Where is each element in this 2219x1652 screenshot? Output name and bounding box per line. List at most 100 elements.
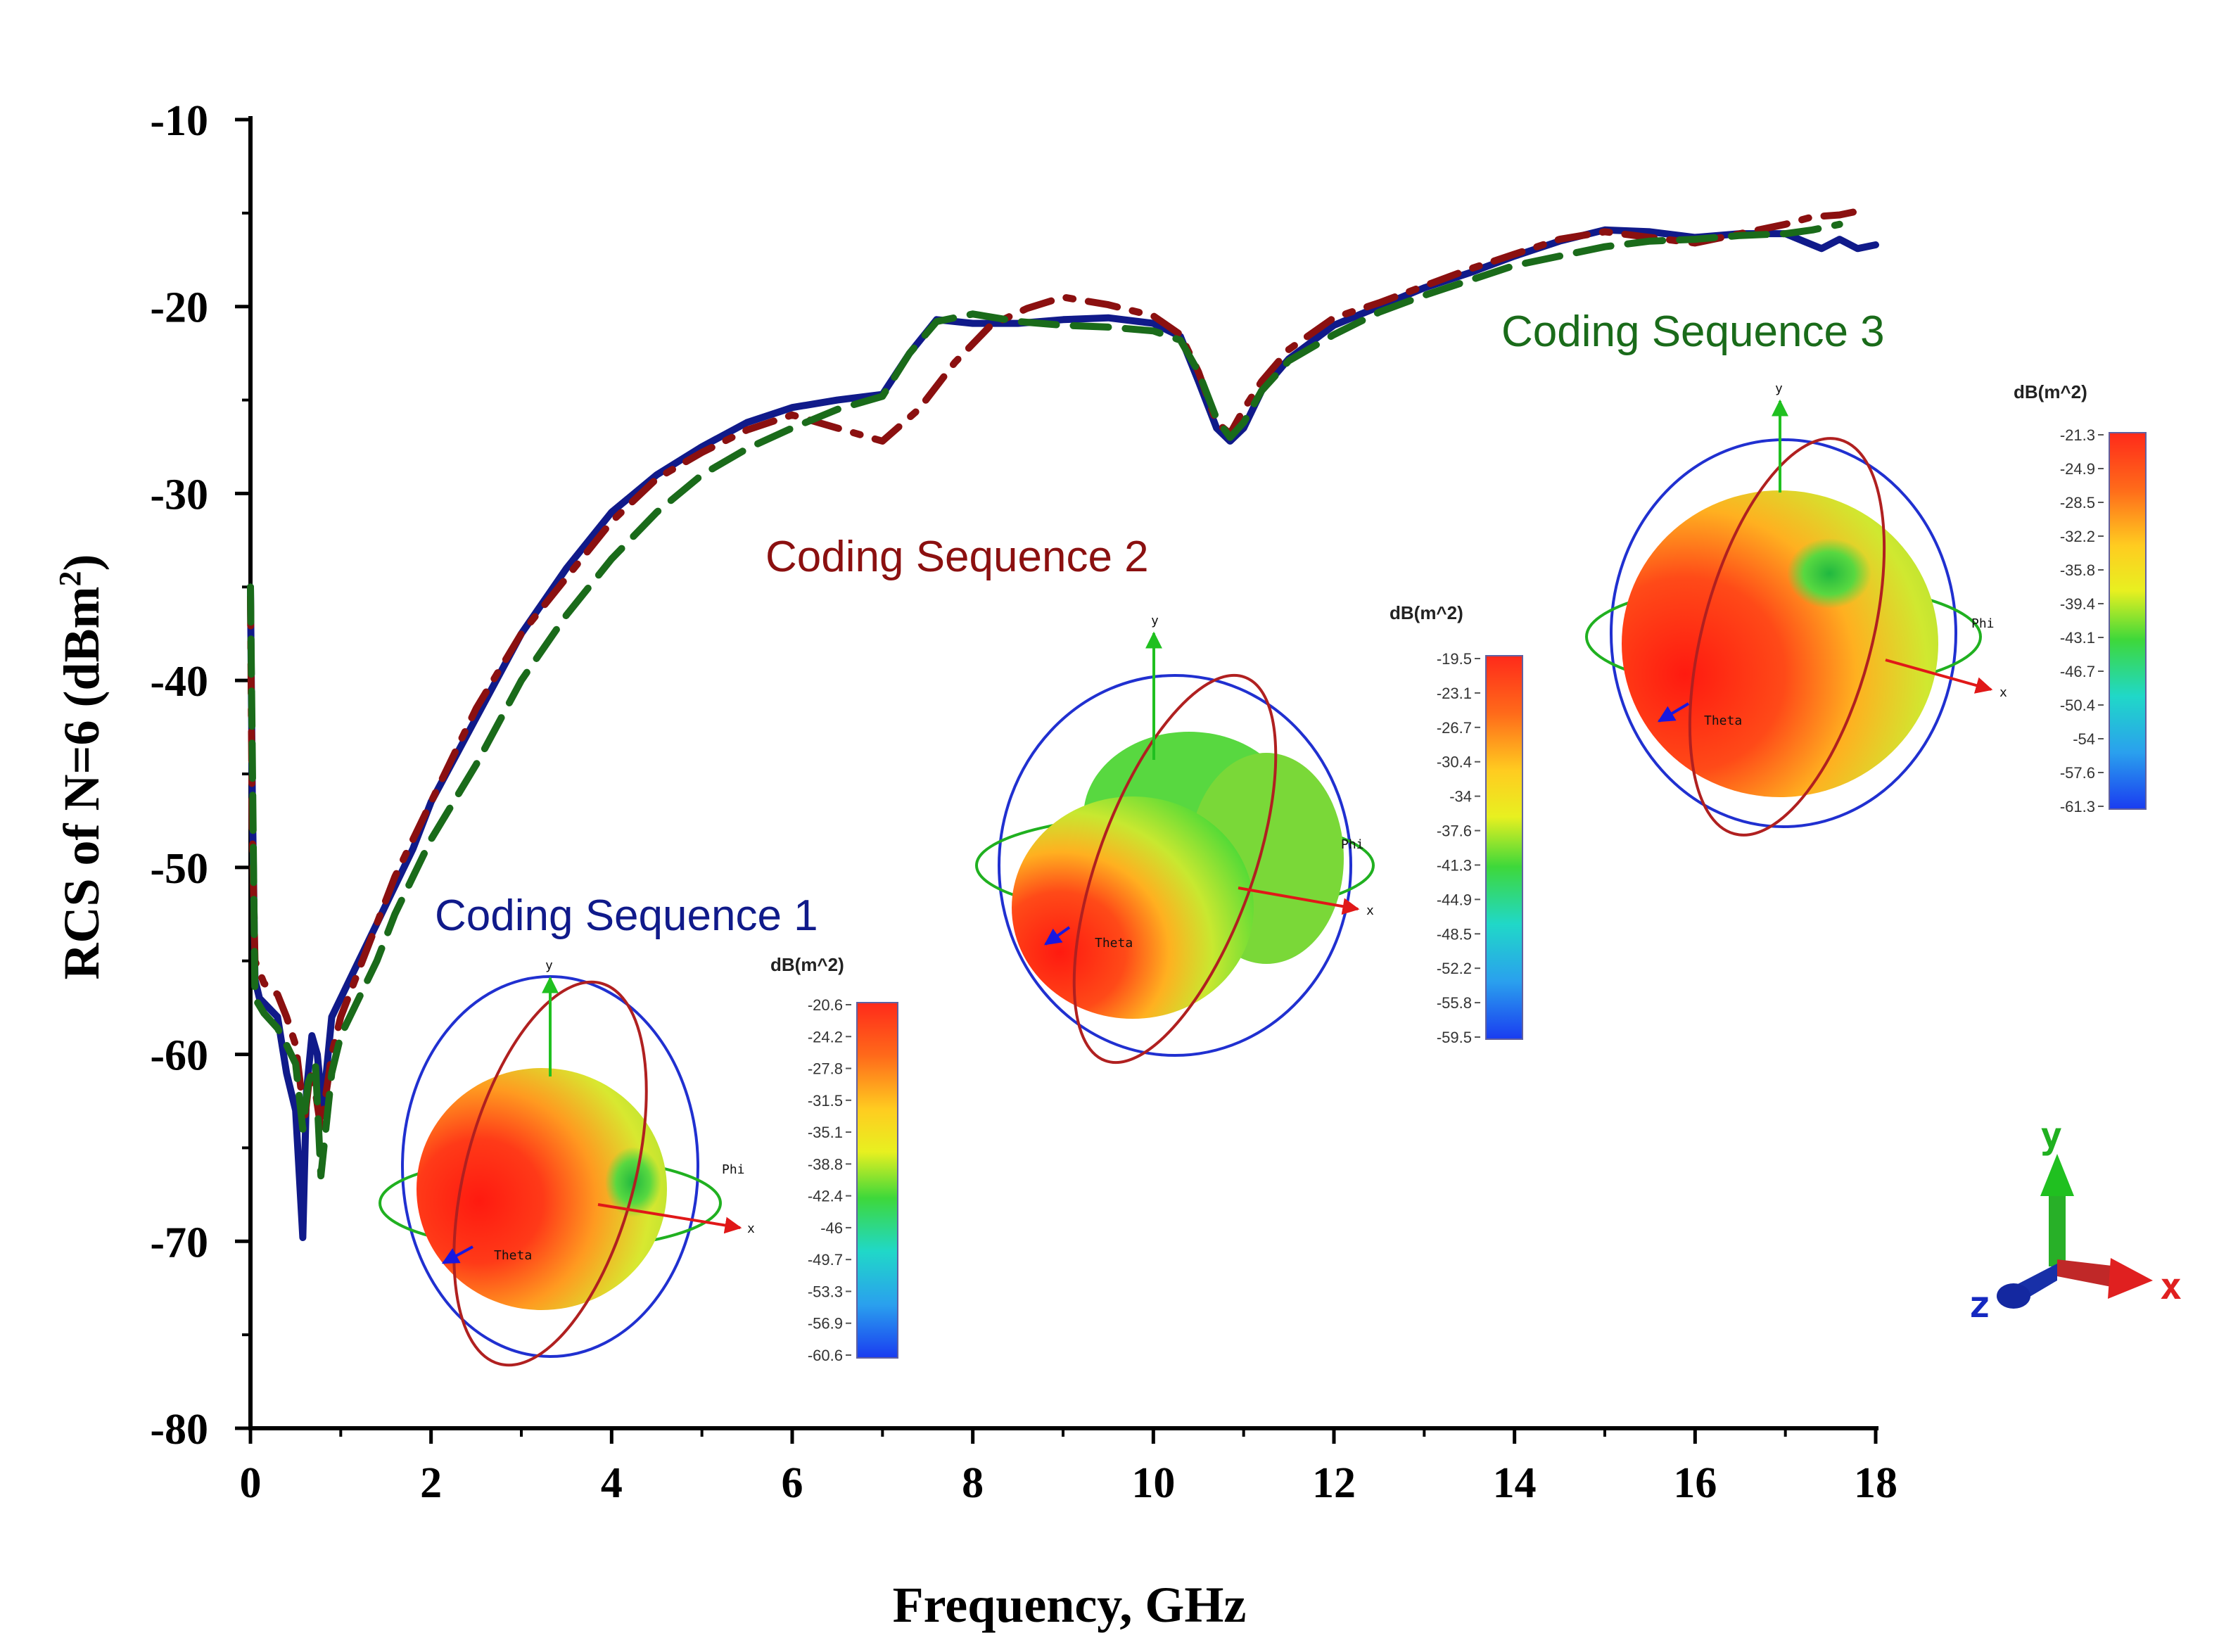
z-axis-arrow [1657,702,1690,723]
triad-x-label: x [2160,1266,2182,1308]
phi-word: Phi [722,1162,745,1177]
phi-word: Phi [1971,616,1995,631]
y-tick-label: -20 [150,284,208,332]
x-axis-arrow [597,1203,742,1234]
colorbar-tick-label: -55.8 [1437,994,1472,1012]
triad-z-head [1997,1283,2030,1309]
colorbar-title: dB(m^2) [770,954,844,975]
x-axis-arrow [1238,887,1360,915]
colorbar-tick-label: -48.5 [1437,925,1472,943]
x-tick-label: 8 [962,1459,984,1507]
y-axis-word: y [1775,381,1783,396]
x-axis-word: x [1999,685,2007,700]
colorbar-tick-label: -24.9 [2060,460,2095,478]
y-axis-word: y [545,958,553,973]
colorbar-tick-label: -35.8 [2060,561,2095,579]
y-tick-label: -10 [150,97,208,145]
y-tick-label: -30 [150,471,208,519]
colorbar-tick-label: -43.1 [2060,629,2095,647]
x-axis-arrow [1885,659,1993,694]
colorbar-tick-label: -32.2 [2060,528,2095,545]
colorbar-tick-label: -54 [2073,730,2095,748]
pattern-lobe [417,1068,667,1310]
x-tick-label: 14 [1493,1459,1537,1507]
red-ring [452,980,648,1367]
colorbar-tick-label: -53.3 [808,1283,843,1300]
y-tick-label: -40 [150,658,208,706]
red-ring [1072,673,1278,1065]
pattern-lobe [1622,490,1938,797]
axis-ticks [235,117,1878,1444]
colorbar-tick-label: -46 [820,1219,843,1237]
colorbar-tick-label: -21.3 [2060,426,2095,444]
colorbar-gradient [1485,655,1523,1040]
colorbar-tick-label: -31.5 [808,1092,843,1110]
pattern-3d-sequence-1: y x Phi Theta [379,958,755,1367]
z-axis-arrow [1044,926,1071,946]
colorbar-tick-label: -38.8 [808,1155,843,1173]
colorbar-gradient [2109,432,2147,810]
triad-x-shaft [2057,1259,2118,1288]
colorbar-ticks: -21.3 -24.9 -28.5 -32.2 -35.8 -39.4 -43.1 -46.7… [2060,426,2104,815]
colorbar-gradient [856,1002,898,1359]
x-tick-label: 10 [1131,1459,1175,1507]
colorbar-tick-label: -34 [1449,788,1472,806]
colorbar-tick-label: -42.4 [808,1188,843,1205]
x-tick-label: 2 [420,1459,442,1507]
y-axis-title-main: RCS of N=6 (dBm [53,586,110,979]
x-axis-word: x [1366,903,1374,918]
pattern-main-lobe [1012,796,1254,1019]
pattern-3d-sequence-2: y x Phi Theta [975,614,1375,1065]
colorbar-tick-label: -59.5 [1437,1029,1472,1046]
colorbar-ticks: -19.5 -23.1 -26.7 -30.4 -34 -37.6 -41.3 -44.9 -4… [1437,650,1480,1046]
colorbar-ticks: -20.6 -24.2 -27.8 -31.5 -35.1 -38.8 -42.4 -46 -4… [808,996,851,1364]
colorbar-tick-label: -60.6 [808,1347,843,1364]
green-spot [1787,538,1871,609]
x-tick-label: 12 [1312,1459,1356,1507]
triad-y-head [2040,1154,2074,1196]
z-axis-arrow [441,1245,473,1264]
y-tick-label: -60 [150,1032,208,1080]
x-tick-label: 18 [1854,1459,1897,1507]
green-spot [605,1147,661,1217]
colorbar-tick-label: -19.5 [1437,650,1472,668]
series-line-coding-sequence-3 [247,220,1843,1180]
triad-x-head [2108,1258,2153,1299]
theta-word: Theta [1095,936,1133,951]
theta-word: Theta [1704,713,1742,728]
colorbar-sequence-2: dB(m^2) -19.5 -23.1 -26.7 -30.4 -34 -37.6 -41.… [1390,602,1523,1046]
colorbar-tick-label: -23.1 [1437,685,1472,702]
colorbar-title: dB(m^2) [2014,381,2087,402]
label-coding-sequence-2: Coding Sequence 2 [765,533,1149,581]
x-tick-label: 4 [601,1459,623,1507]
y-tick-label: -50 [150,845,208,893]
colorbar-tick-label: -50.4 [2060,697,2095,714]
colorbar-sequence-1: dB(m^2) -20.6 -24.2 -27.8 -31.5 -35.1 -38.8 -4… [770,954,898,1364]
colorbar-tick-label: -56.9 [808,1315,843,1333]
colorbar-tick-label: -41.3 [1437,856,1472,874]
colorbar-tick-label: -49.7 [808,1251,843,1269]
y-axis-title: RCS of N=6 (dBm2) [53,554,110,979]
blue-ring [1610,438,1957,828]
phi-word: Phi [1341,837,1364,852]
colorbar-tick-label: -57.6 [2060,764,2095,782]
colorbar-tick-label: -26.7 [1437,719,1472,737]
blue-ring [998,674,1352,1057]
colorbar-tick-label: -35.1 [808,1124,843,1141]
x-tick-label: 6 [782,1459,803,1507]
colorbar-tick-label: -52.2 [1437,960,1472,977]
colorbar-tick-label: -61.3 [2060,798,2095,815]
colorbar-tick-label: -30.4 [1437,754,1472,771]
theta-word: Theta [494,1248,532,1263]
triad-y-shaft [2049,1189,2066,1266]
red-ring [1688,437,1886,837]
colorbar-tick-label: -28.5 [2060,494,2095,512]
colorbar-title: dB(m^2) [1390,602,1463,623]
colorbar-tick-label: -44.9 [1437,891,1472,908]
colorbar-tick-label: -46.7 [2060,663,2095,680]
colorbar-tick-label: -27.8 [808,1060,843,1078]
x-axis-title: Frequency, GHz [893,1577,1247,1633]
coordinate-triad: y x z [1969,1115,2182,1326]
label-coding-sequence-3: Coding Sequence 3 [1501,307,1885,356]
colorbar-tick-label: -39.4 [2060,595,2095,613]
